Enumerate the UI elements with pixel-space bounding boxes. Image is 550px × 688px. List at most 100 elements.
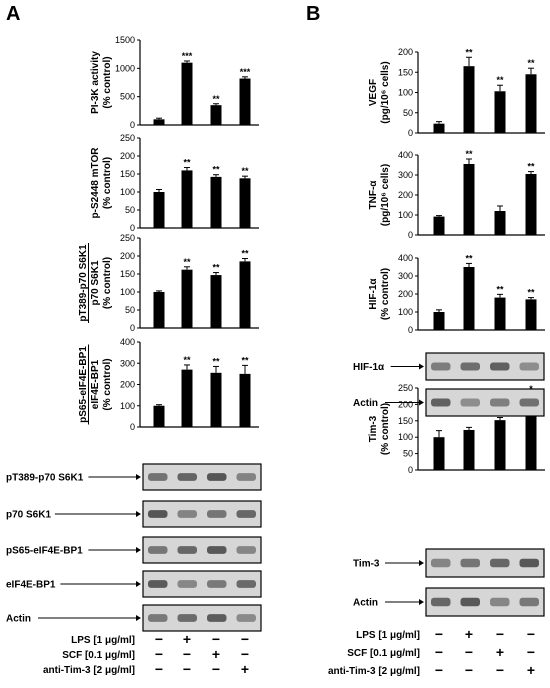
y-tick-label: 200	[120, 251, 135, 261]
significance-label: **	[212, 356, 220, 366]
y-axis-label: p70 S6K1	[90, 260, 101, 305]
y-tick-label: 250	[120, 133, 135, 143]
y-axis-label: PI-3K activity	[90, 51, 101, 114]
blot-label: Actin	[353, 398, 378, 409]
chart-6: 0 100 200 300 400 ** ** ** HIF-1α (% control)	[368, 253, 545, 335]
panel-letter-a: A	[6, 3, 20, 25]
bar	[239, 261, 251, 328]
chart-1: 0 50 100 150 200 250 ** ** ** p-S2448 mTOR (% cont…	[90, 133, 259, 233]
blot-arrow-head	[136, 474, 141, 480]
a-condition-sign: −	[155, 661, 163, 677]
blot-band	[207, 510, 227, 518]
a-condition-sign: −	[155, 631, 163, 647]
blot-band	[177, 580, 197, 588]
y-tick-label: 100	[398, 88, 413, 98]
y-tick-label: 300	[398, 170, 413, 180]
a-condition-sign: −	[241, 646, 249, 662]
blot-band	[148, 473, 168, 481]
blot-a-3: eIF4E-BP1	[6, 570, 262, 598]
blot-arrow-head	[419, 599, 424, 605]
blot-band	[148, 546, 168, 554]
b-condition-label: SCF [0.1 μg/ml]	[347, 648, 420, 659]
bar	[433, 216, 445, 235]
blot-band	[490, 558, 510, 568]
y-tick-label: 400	[398, 253, 413, 263]
a-condition-sign: −	[183, 646, 191, 662]
y-axis-label: (% control)	[380, 403, 391, 455]
blot-band	[236, 473, 256, 481]
a-condition-sign: +	[183, 631, 191, 647]
y-tick-label: 0	[130, 120, 135, 130]
bar	[210, 176, 222, 228]
blot-band	[431, 398, 451, 407]
a-condition-sign: −	[183, 661, 191, 677]
y-tick-label: 300	[120, 358, 135, 368]
significance-label: **	[183, 355, 191, 365]
y-tick-label: 200	[398, 190, 413, 200]
significance-label: **	[527, 162, 535, 172]
b-condition-sign: −	[465, 662, 473, 678]
blot-band	[207, 473, 227, 481]
blot-arrow-head	[419, 560, 424, 566]
blot-b-top-1: Actin	[353, 388, 545, 417]
significance-label: **	[183, 257, 191, 267]
y-tick-label: 1000	[115, 63, 135, 73]
blot-a-2: pS65-eIF4E-BP1	[6, 536, 262, 564]
significance-label: ***	[240, 67, 251, 77]
bar	[463, 429, 475, 470]
chart-3: 0 100 200 300 400 ** ** ** pS65-eIF4E-BP1 eIF4E-B…	[78, 337, 259, 432]
a-condition-sign: −	[212, 631, 220, 647]
y-axis-label: (% control)	[102, 257, 113, 309]
blot-band	[490, 398, 510, 407]
blot-band	[207, 546, 227, 554]
significance-label: **	[212, 165, 220, 175]
blot-arrow-head	[136, 581, 141, 587]
a-condition-label: SCF [0.1 μg/ml]	[62, 650, 135, 661]
bar	[463, 66, 475, 133]
blot-band	[519, 398, 539, 407]
bar	[433, 123, 445, 133]
treatment-conditions: LPS [1 μg/ml] − + − −SCF [0.1 μg/ml] − − + −anti…	[43, 626, 535, 678]
blot-label: Tim-3	[353, 559, 380, 570]
blot-label: pS65-eIF4E-BP1	[6, 546, 83, 557]
b-condition-sign: −	[435, 626, 443, 642]
y-axis-label: TNF-α	[368, 180, 379, 210]
b-condition-sign: −	[527, 644, 535, 660]
b-condition-label: anti-Tim-3 [2 μg/ml]	[328, 666, 420, 677]
blot-band	[236, 614, 256, 622]
y-tick-label: 100	[398, 210, 413, 220]
y-tick-label: 150	[120, 169, 135, 179]
a-condition-label: anti-Tim-3 [2 μg/ml]	[43, 665, 135, 676]
bar	[525, 405, 537, 470]
blot-label: Actin	[353, 598, 378, 609]
y-tick-label: 0	[408, 465, 413, 475]
y-tick-label: 0	[130, 323, 135, 333]
blot-band	[177, 473, 197, 481]
blot-band	[177, 510, 197, 518]
bar	[433, 312, 445, 330]
blot-arrow-head	[136, 615, 141, 621]
blot-band	[236, 510, 256, 518]
significance-label: **	[212, 94, 220, 104]
blot-label: eIF4E-BP1	[6, 580, 56, 591]
blot-arrow-head	[419, 399, 424, 406]
blot-band	[207, 580, 227, 588]
blot-band	[460, 597, 480, 607]
bar	[181, 369, 193, 427]
significance-label: **	[212, 263, 220, 273]
bar	[463, 164, 475, 235]
y-axis-label: (% control)	[102, 157, 113, 209]
a-condition-sign: −	[155, 646, 163, 662]
significance-label: **	[241, 249, 249, 259]
y-tick-label: 200	[120, 380, 135, 390]
blot-label: HIF-1α	[353, 362, 385, 373]
y-axis-label: pT389-p70 S6K1	[78, 244, 89, 322]
chart-5: 0 100 200 300 400 ** ** TNF-α (pg/10⁶ cells)	[368, 149, 545, 240]
y-tick-label: 50	[125, 305, 135, 315]
bar	[494, 211, 506, 235]
significance-label: **	[241, 166, 249, 176]
bar	[463, 267, 475, 330]
y-tick-label: 150	[398, 416, 413, 426]
